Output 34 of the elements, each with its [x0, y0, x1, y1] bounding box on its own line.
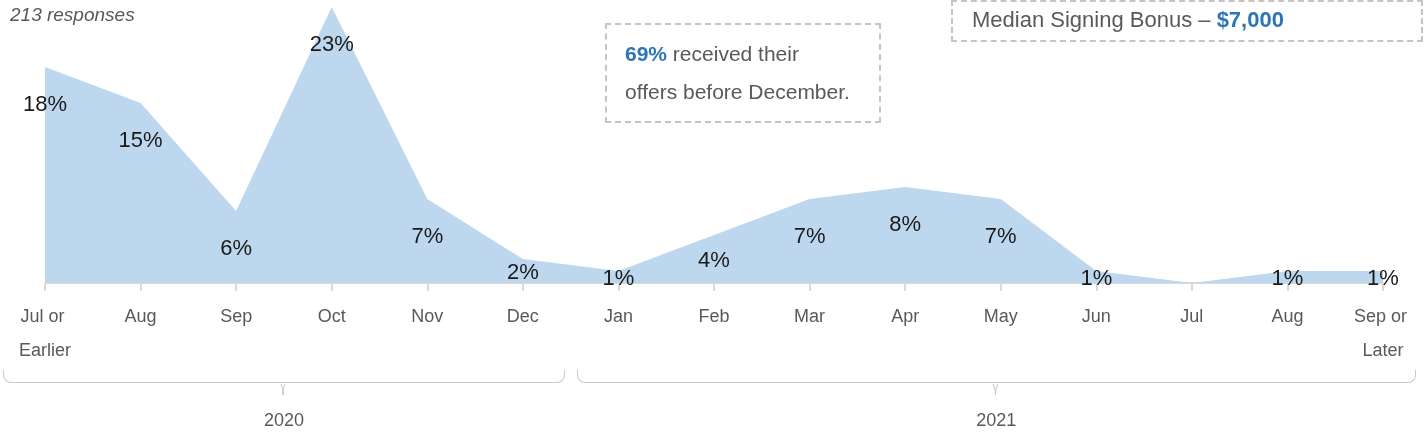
data-label: 8% [889, 210, 922, 236]
x-tick-label: Jan [603, 306, 633, 326]
data-label: 15% [118, 126, 163, 152]
data-label: 1% [1080, 264, 1113, 290]
x-tick-label: Sep or Later [1353, 306, 1413, 360]
x-tick-label: May [983, 306, 1018, 326]
chart-subtitle: 213 responses [10, 4, 135, 26]
x-tick-label: Oct [317, 306, 346, 326]
x-tick-label: Feb [698, 306, 730, 326]
data-label: 7% [984, 222, 1017, 248]
data-label: 18% [22, 90, 68, 116]
annotation: 69% received their offers before December. [625, 41, 851, 105]
text: 2020 [263, 410, 304, 431]
x-tick-label: Jun [1081, 306, 1111, 326]
x-tick-label: Sep [220, 306, 253, 326]
x-tick-label: Aug [1271, 306, 1304, 326]
data-label: 1% [1367, 264, 1399, 290]
annotation: Median Signing Bonus – $7,000 [972, 6, 1285, 34]
data-label: 6% [220, 234, 253, 260]
x-tick-label: Apr [891, 306, 920, 326]
data-label: 1% [1271, 264, 1304, 290]
x-tick-label: Aug [124, 306, 157, 326]
x-tick-label: Mar [794, 306, 826, 326]
data-label: 23% [309, 30, 354, 56]
data-label: 4% [698, 246, 730, 272]
data-label: 1% [602, 264, 635, 290]
x-tick-label: Jul [1180, 306, 1204, 326]
text: 2021 [976, 410, 1017, 431]
x-tick-label: Dec [506, 306, 539, 326]
x-tick-label: Jul or Earlier [18, 306, 72, 360]
data-label: 7% [793, 222, 826, 248]
x-tick-label: Nov [411, 306, 444, 326]
data-label: 7% [411, 222, 444, 248]
data-label: 2% [506, 258, 539, 284]
